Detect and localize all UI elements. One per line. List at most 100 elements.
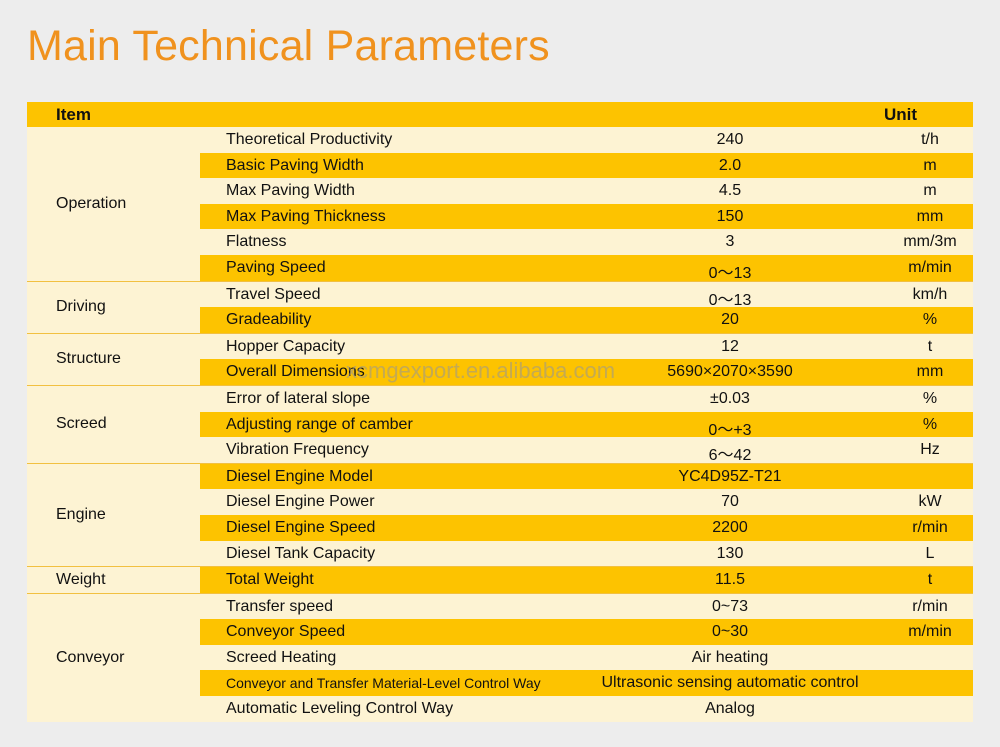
table-row: Gradeability 20% [200, 307, 973, 333]
table-row: Screed Heating Air heating [200, 645, 973, 671]
parameter-value: 0~73 [711, 597, 749, 615]
parameter-name: Error of lateral slope [226, 389, 371, 407]
header-item: Item [56, 105, 91, 124]
parameters-table: Item Unit Operation Theoretical Productiv… [27, 102, 973, 722]
parameter-value: 0～13 [708, 264, 752, 282]
table-body: Operation Theoretical Productivity 240 t/h B… [27, 127, 973, 722]
category-group: Weight Total Weight 11.5 t [27, 566, 973, 593]
category-group: Operation Theoretical Productivity 240 t/h B… [27, 127, 973, 282]
parameter-value: 12 [721, 337, 739, 355]
parameter-value: 11.5 [715, 571, 745, 589]
parameter-value: 3 [725, 233, 735, 251]
parameter-name: Screed Heating [226, 648, 337, 666]
parameter-value: 5690×2070×3590 [667, 363, 793, 381]
parameter-unit: t [927, 337, 933, 355]
parameter-name: Vibration Frequency [226, 441, 369, 459]
parameter-name: Travel Speed [226, 285, 321, 303]
category-group: Engine Diesel Engine Model YC4D95Z-T21 Dies… [27, 462, 973, 567]
parameter-value: 0～13 [708, 291, 752, 309]
table-row: Adjusting range of camber 0～+3% [200, 411, 973, 439]
category-label: Operation [56, 194, 127, 212]
parameter-unit: m [923, 156, 937, 174]
table-row: Hopper Capacity 12 t [200, 334, 973, 360]
parameter-value: 6～42 [708, 447, 752, 465]
parameter-value: 0～+3 [708, 421, 752, 439]
category-label: Engine [56, 505, 106, 523]
parameter-name: Diesel Tank Capacity [226, 544, 376, 562]
parameter-value: Analog [705, 700, 755, 718]
parameter-unit: % [922, 415, 938, 433]
table-row: Conveyor and Transfer Material-Level Con… [200, 670, 973, 697]
category-group: Driving Travel Speed 0～13 km/h Gradeability 2… [27, 280, 973, 333]
parameter-value: YC4D95Z-T21 [678, 467, 782, 485]
parameter-unit: m/min [908, 623, 952, 641]
category-label: Weight [56, 570, 106, 588]
parameter-name: Automatic Leveling Control Way [226, 700, 454, 718]
parameter-unit: km/h [912, 285, 948, 303]
parameter-unit: % [922, 389, 938, 407]
table-row: Flatness 3 mm/3m [200, 229, 973, 255]
parameter-name: Diesel Engine Model [226, 467, 373, 485]
parameter-name: Conveyor and Transfer Material-Level Con… [226, 675, 541, 692]
category-group: Screed Error of lateral slope ±0.03% Adjust… [27, 384, 973, 465]
table-row: Max Paving Thickness 150 mm [200, 203, 973, 230]
parameter-value: 4.5 [718, 182, 742, 200]
parameter-value: 70 [721, 493, 739, 511]
table-row: Conveyor Speed 0~30 m/min [200, 619, 973, 645]
table-row: Diesel Engine Speed 2200 r/min [200, 514, 973, 541]
table-row: Transfer speed 0~73 r/min [200, 594, 973, 620]
table-row: Basic Paving Width 2.0 m [200, 152, 973, 179]
parameter-unit: mm [916, 207, 944, 225]
table-row: Vibration Frequency 6～42 Hz [200, 437, 973, 465]
parameter-name: Transfer speed [226, 597, 334, 615]
parameter-unit: m [923, 182, 937, 200]
category-group: Structure Hopper Capacity 12 t Overall Dimen… [27, 332, 973, 385]
parameter-name: Overall Dimensions [226, 363, 365, 381]
parameter-unit: r/min [912, 597, 948, 615]
table-row: Total Weight 11.5 t [200, 567, 973, 593]
parameter-name: Max Paving Thickness [226, 207, 386, 225]
page-title: Main Technical Parameters [27, 22, 550, 70]
parameter-name: Flatness [226, 233, 287, 251]
parameter-value: 2200 [712, 518, 748, 536]
table-row: Error of lateral slope ±0.03% [200, 386, 973, 412]
table-row: Diesel Tank Capacity 130 L [200, 541, 973, 567]
parameter-value: 130 [716, 544, 744, 562]
parameter-name: Conveyor Speed [226, 623, 346, 641]
parameter-unit: m/min [908, 258, 952, 276]
parameter-unit: mm/3m [903, 233, 957, 251]
table-header: Item Unit [27, 102, 973, 127]
category-label: Screed [56, 415, 107, 433]
category-label: Driving [56, 298, 106, 316]
header-unit: Unit [884, 105, 918, 124]
table-row: Diesel Engine Model YC4D95Z-T21 [200, 463, 973, 490]
parameter-name: Adjusting range of camber [226, 415, 413, 433]
parameter-unit: % [922, 311, 938, 329]
parameter-unit: t/h [921, 131, 939, 148]
parameter-unit: t [927, 571, 933, 589]
table-row: Diesel Engine Power 70 kW [200, 489, 973, 515]
parameter-name: Theoretical Productivity [226, 131, 393, 148]
table-row: Theoretical Productivity 240 t/h [200, 127, 973, 153]
parameter-value: 150 [716, 207, 744, 225]
table-row: Automatic Leveling Control Way Analog [200, 696, 973, 722]
parameter-value: 20 [721, 311, 739, 329]
parameter-name: Total Weight [226, 571, 314, 589]
category-group: Conveyor Transfer speed 0~73 r/min Conveyor … [27, 592, 973, 722]
parameter-value: Air heating [691, 648, 769, 666]
parameter-unit: kW [918, 493, 942, 511]
parameter-unit: mm [916, 363, 944, 381]
parameter-value: ±0.03 [710, 389, 750, 407]
table-row: Overall Dimensions 5690×2070×3590 mm [200, 359, 973, 385]
parameter-value: Ultrasonic sensing automatic control [601, 674, 859, 692]
parameter-name: Diesel Engine Power [226, 493, 375, 511]
parameter-unit: Hz [920, 441, 940, 459]
parameter-name: Diesel Engine Speed [226, 518, 376, 536]
parameter-name: Gradeability [226, 311, 312, 329]
parameter-value: 0~30 [711, 623, 749, 641]
parameter-name: Paving Speed [226, 258, 326, 276]
category-label: Conveyor [56, 648, 125, 666]
parameter-name: Basic Paving Width [226, 156, 364, 174]
parameter-unit: L [925, 544, 935, 562]
parameter-value: 2.0 [718, 156, 742, 174]
